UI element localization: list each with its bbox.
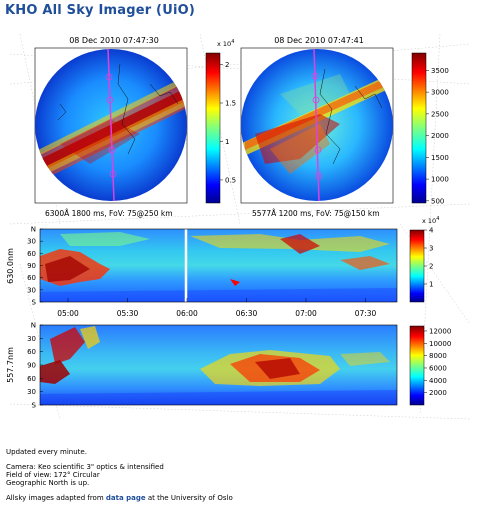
colorbar-tick-label: 4 <box>429 227 434 235</box>
sky-right-caption: 5577Å 1200 ms, FoV: 75@150 km <box>252 209 380 218</box>
colorbar-tick-label: 2000 <box>429 389 447 397</box>
keogram-5577: 557.7nm N 30 60 90 60 30 S 12000 10000 8000 6000 4… <box>6 322 451 410</box>
ytick-label: S <box>32 402 37 410</box>
colorbar-tick-label: 1.5 <box>225 100 236 108</box>
data-page-link[interactable]: data page <box>105 494 146 502</box>
colorbar-tick-label: 12000 <box>429 327 451 335</box>
colorbar-tick-label: 2500 <box>431 110 449 118</box>
sky-image-right: 08 Dec 2010 07:47:41 5577Å 1200 ms, FoV:… <box>240 36 449 218</box>
xtick-label: 05:00 <box>57 309 79 318</box>
colorbar-tick-label: 10000 <box>429 340 451 348</box>
footer-update-note: Updated every minute. <box>6 448 87 456</box>
sky-right-timestamp: 08 Dec 2010 07:47:41 <box>274 36 364 45</box>
colorbar-tick-label: 1 <box>429 281 433 289</box>
xtick-label: 06:00 <box>176 309 198 318</box>
footer-camera: Camera: Keo scientific 3" optics & inten… <box>6 463 164 471</box>
colorbar-tick-label: 3500 <box>431 67 449 75</box>
ytick-label: N <box>31 322 36 330</box>
colorbar-tick-label: 3000 <box>431 89 449 97</box>
xtick-label: 05:30 <box>117 309 139 318</box>
ytick-label: 60 <box>27 348 36 356</box>
ytick-label: 30 <box>27 335 36 343</box>
colorbar-tick-label: 2 <box>225 61 229 69</box>
sky-left-colorbar <box>205 52 221 204</box>
time-axis: 05:00 05:30 06:00 06:30 07:00 07:30 <box>57 298 377 318</box>
footer-source-suffix: at the University of Oslo <box>147 494 233 502</box>
colorbar-tick-label: 0.5 <box>225 176 236 184</box>
colorbar-tick-label: 3 <box>429 245 433 253</box>
sky-left-timestamp: 08 Dec 2010 07:47:30 <box>69 36 159 45</box>
footer-source-prefix: Allsky images adapted from <box>6 494 104 502</box>
ytick-label: 90 <box>27 262 36 270</box>
sky-left-colorbar-exponent: x 104 <box>217 39 234 48</box>
ytick-label: 60 <box>27 274 36 282</box>
colorbar-tick-label: 1500 <box>431 154 449 162</box>
keogram-630-colorbar-exponent: x 104 <box>422 216 439 225</box>
xtick-label: 06:30 <box>236 309 258 318</box>
ytick-label: S <box>32 299 37 307</box>
ytick-label: 60 <box>27 375 36 383</box>
sky-right-colorbar <box>411 52 427 204</box>
ytick-label: 30 <box>27 388 36 396</box>
footer-north: Geographic North is up. <box>6 479 90 487</box>
footer-fov: Field of view: 172° Circular <box>6 471 100 479</box>
footer-source: Allsky images adapted from data page at … <box>6 494 233 502</box>
colorbar-tick-label: 6000 <box>429 364 447 372</box>
sky-right-meridian <box>313 48 320 202</box>
colorbar-tick-label: 2000 <box>431 132 449 140</box>
sky-image-left: 08 Dec 2010 07:47:30 6300Å 1800 ms, FoV:… <box>34 36 236 218</box>
keogram-630-colorbar <box>409 229 425 303</box>
xtick-label: 07:00 <box>295 309 317 318</box>
keogram-630: 630.0nm N 30 60 90 60 30 S x 104 4 3 2 1 <box>6 216 439 307</box>
keogram-5577-ylabel: 557.7nm <box>6 347 15 383</box>
ytick-label: N <box>31 226 36 234</box>
keogram-5577-colorbar <box>409 325 425 406</box>
ytick-label: 90 <box>27 362 36 370</box>
colorbar-tick-label: 8000 <box>429 352 447 360</box>
colorbar-tick-label: 2 <box>429 263 433 271</box>
colorbar-tick-label: 500 <box>431 197 444 205</box>
ytick-label: 60 <box>27 250 36 258</box>
keogram-630-ylabel: 630.0nm <box>6 248 15 284</box>
xtick-label: 07:30 <box>355 309 377 318</box>
colorbar-tick-label: 1 <box>225 138 229 146</box>
colorbar-tick-label: 1000 <box>431 176 449 184</box>
allsky-figure: 08 Dec 2010 07:47:30 6300Å 1800 ms, FoV:… <box>6 33 471 420</box>
colorbar-tick-label: 4000 <box>429 377 447 385</box>
ytick-label: 30 <box>27 238 36 246</box>
ytick-label: 30 <box>27 286 36 294</box>
page-title: KHO All Sky Imager (UiO) <box>5 3 195 18</box>
sky-left-caption: 6300Å 1800 ms, FoV: 75@250 km <box>45 209 173 218</box>
